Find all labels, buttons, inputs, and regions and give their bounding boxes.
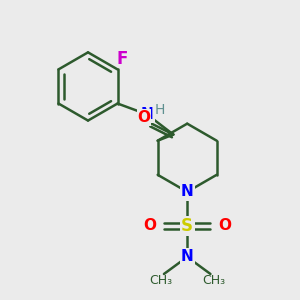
Text: CH₃: CH₃ [202,274,225,287]
Text: S: S [181,217,193,235]
Text: O: O [143,218,157,233]
Text: N: N [141,107,153,122]
Text: CH₃: CH₃ [149,274,172,287]
Text: H: H [155,103,165,117]
Text: N: N [181,184,194,199]
Text: F: F [116,50,128,68]
Text: O: O [137,110,150,125]
Text: N: N [181,249,194,264]
Text: O: O [218,218,231,233]
